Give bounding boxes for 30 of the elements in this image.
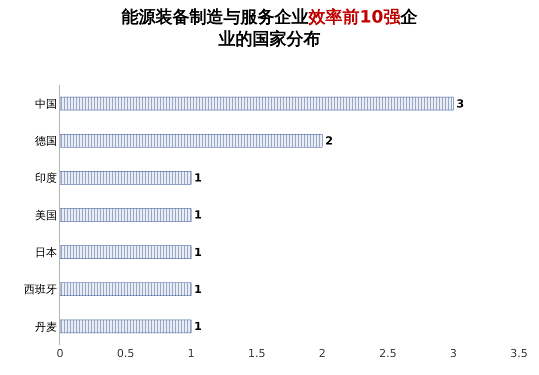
bar bbox=[60, 134, 323, 148]
bar bbox=[60, 245, 192, 259]
x-tick-label: 1.5 bbox=[248, 347, 266, 360]
bar bbox=[60, 208, 192, 222]
data-label: 1 bbox=[194, 172, 202, 185]
x-tick-label: 3 bbox=[450, 347, 457, 360]
y-tick-label: 印度 bbox=[34, 172, 57, 185]
bar bbox=[60, 282, 192, 296]
y-tick-label: 德国 bbox=[34, 134, 57, 148]
bar bbox=[60, 171, 192, 185]
y-tick-label: 丹麦 bbox=[34, 320, 57, 334]
x-tick-label: 2 bbox=[318, 347, 326, 360]
y-tick-label: 美国 bbox=[34, 208, 57, 222]
data-label: 1 bbox=[194, 320, 202, 334]
chart-title: 能源装备制造与服务企业效率前10强企业的国家分布 bbox=[122, 8, 418, 50]
data-label: 3 bbox=[456, 97, 464, 110]
data-label: 1 bbox=[194, 246, 202, 259]
x-tick-label: 1 bbox=[188, 347, 195, 360]
y-tick-label: 日本 bbox=[34, 246, 57, 259]
x-tick-label: 3.5 bbox=[510, 347, 528, 360]
bar bbox=[60, 320, 192, 334]
bar bbox=[60, 96, 454, 110]
y-tick-label: 西班牙 bbox=[24, 283, 57, 296]
data-label: 2 bbox=[325, 134, 334, 148]
x-tick-label: 2.5 bbox=[379, 347, 397, 360]
data-label: 1 bbox=[194, 283, 202, 296]
x-tick-label: 0.5 bbox=[116, 347, 134, 360]
y-tick-label: 中国 bbox=[34, 97, 57, 110]
x-tick-label: 0 bbox=[56, 347, 64, 360]
data-label: 1 bbox=[194, 208, 202, 222]
